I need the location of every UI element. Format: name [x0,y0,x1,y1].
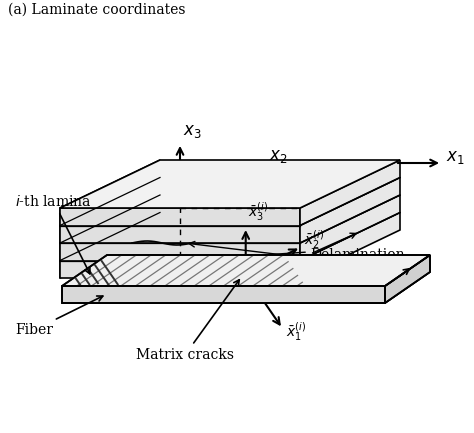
Text: $\bar{x}_2^{(i)}$: $\bar{x}_2^{(i)}$ [304,229,324,252]
Text: Fiber: Fiber [15,296,103,337]
Polygon shape [60,226,300,243]
Text: Matrix cracks: Matrix cracks [136,280,239,362]
Polygon shape [60,160,400,208]
Text: $i$-th lamina: $i$-th lamina [15,194,91,274]
Text: $\bar{x}_1^{(i)}$: $\bar{x}_1^{(i)}$ [285,320,306,343]
Polygon shape [300,195,400,261]
Polygon shape [300,178,400,243]
Text: $\bar{x}_3^{(i)}$: $\bar{x}_3^{(i)}$ [248,201,268,223]
Polygon shape [62,272,430,303]
Polygon shape [60,261,300,278]
Polygon shape [385,255,430,303]
Text: (a) Laminate coordinates: (a) Laminate coordinates [8,3,185,17]
Text: $x_3$: $x_3$ [183,123,202,140]
Text: Delamination: Delamination [310,248,405,262]
Polygon shape [60,208,300,226]
Polygon shape [300,160,400,226]
Text: $x_1$: $x_1$ [446,149,465,166]
Polygon shape [62,286,385,303]
Polygon shape [62,255,430,286]
Polygon shape [60,160,160,278]
Text: $x_2$: $x_2$ [269,148,288,165]
Polygon shape [300,213,400,278]
Polygon shape [60,243,300,261]
